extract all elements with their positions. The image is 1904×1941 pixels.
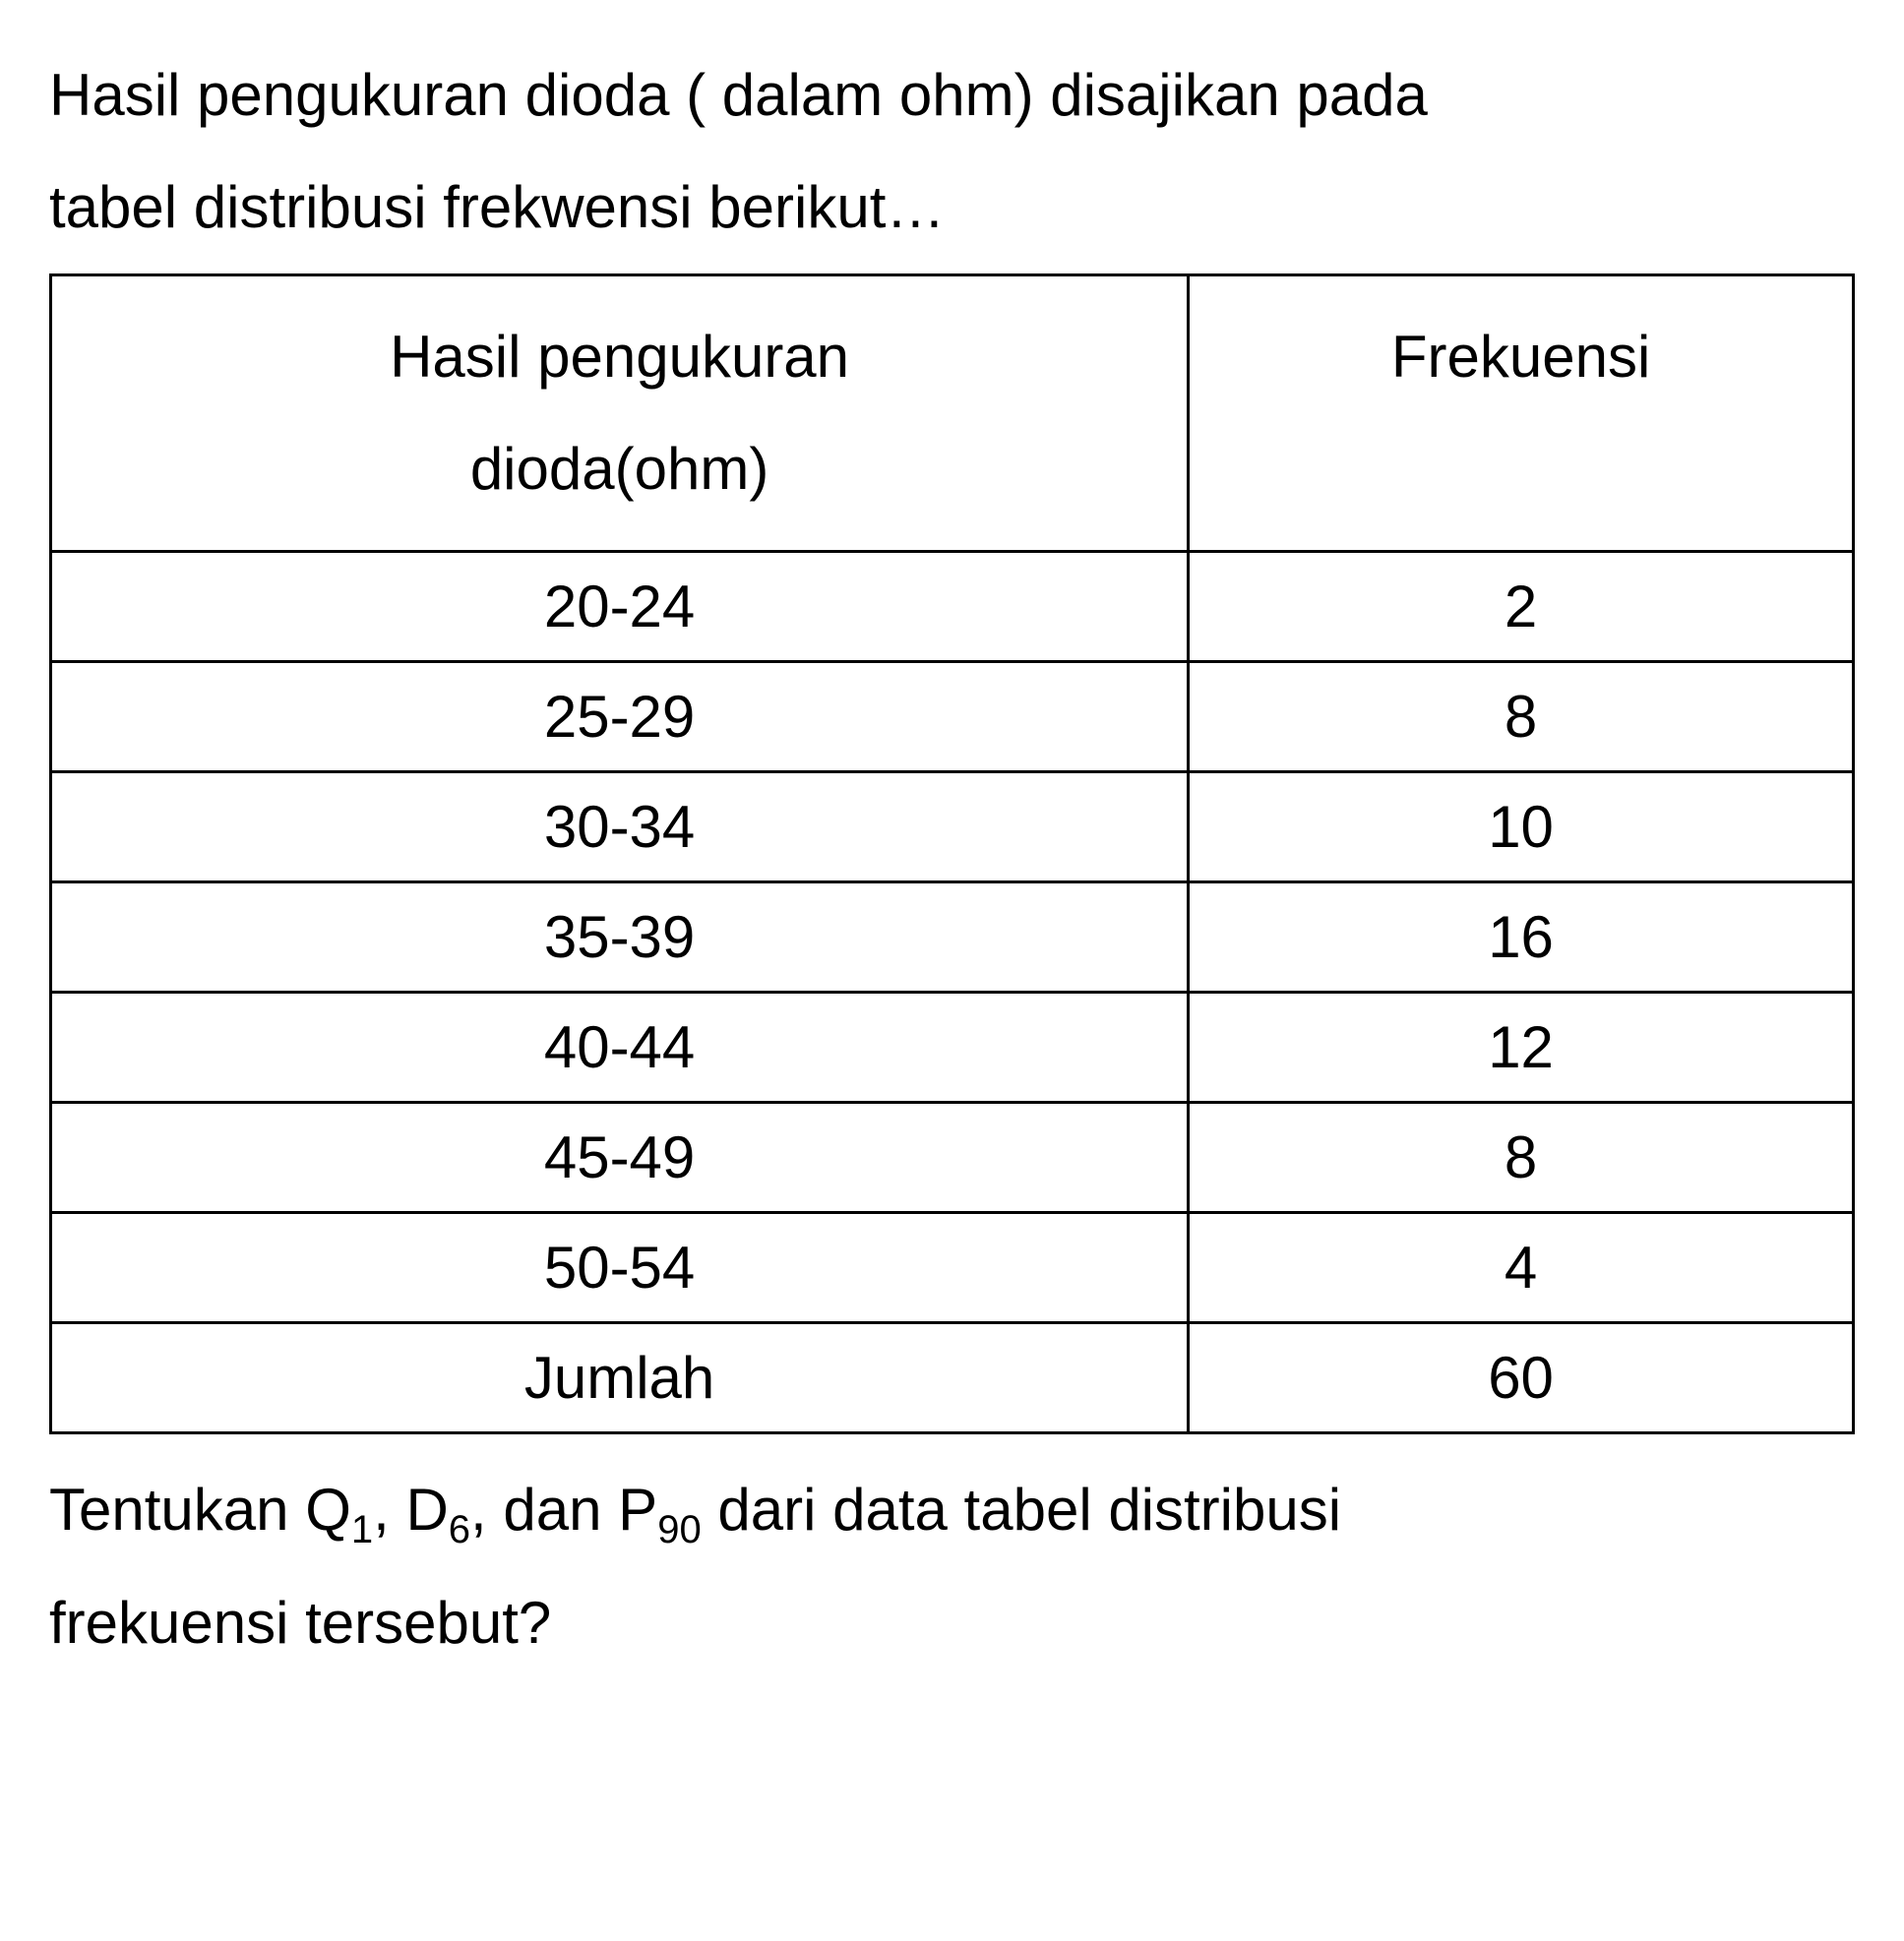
header-line-1: Hasil pengukuran bbox=[62, 301, 1177, 413]
d6-sub: 6 bbox=[449, 1508, 470, 1551]
cell-freq: 8 bbox=[1189, 662, 1854, 772]
header-measurement: Hasil pengukuran dioda(ohm) bbox=[51, 275, 1189, 552]
cell-range: 35-39 bbox=[51, 882, 1189, 993]
cell-freq: 12 bbox=[1189, 993, 1854, 1103]
cell-range: 30-34 bbox=[51, 772, 1189, 882]
cell-freq: 2 bbox=[1189, 552, 1854, 662]
intro-paragraph: Hasil pengukuran dioda ( dalam ohm) disa… bbox=[49, 39, 1855, 264]
table-row: 30-34 10 bbox=[51, 772, 1854, 882]
cell-freq: 8 bbox=[1189, 1103, 1854, 1213]
header-freq-text: Frekuensi bbox=[1199, 301, 1842, 413]
table-row: 40-44 12 bbox=[51, 993, 1854, 1103]
frequency-table: Hasil pengukuran dioda(ohm) Frekuensi 20… bbox=[49, 273, 1855, 1434]
intro-line-2: tabel distribusi frekwensi berikut… bbox=[49, 174, 945, 240]
cell-freq: 16 bbox=[1189, 882, 1854, 993]
cell-total-value: 60 bbox=[1189, 1323, 1854, 1433]
table-header-row: Hasil pengukuran dioda(ohm) Frekuensi bbox=[51, 275, 1854, 552]
question-prefix: Tentukan bbox=[49, 1477, 305, 1543]
table-total-row: Jumlah 60 bbox=[51, 1323, 1854, 1433]
cell-range: 25-29 bbox=[51, 662, 1189, 772]
question-suffix1: dari data tabel distribusi bbox=[702, 1477, 1341, 1543]
cell-range: 20-24 bbox=[51, 552, 1189, 662]
table-row: 50-54 4 bbox=[51, 1213, 1854, 1323]
question-paragraph: Tentukan Q1, D6, dan P90 dari data tabel… bbox=[49, 1454, 1855, 1679]
q1-sub: 1 bbox=[351, 1508, 373, 1551]
table-row: 35-39 16 bbox=[51, 882, 1854, 993]
sep1: , bbox=[373, 1477, 405, 1543]
header-frequency: Frekuensi bbox=[1189, 275, 1854, 552]
table-row: 20-24 2 bbox=[51, 552, 1854, 662]
d6-base: D bbox=[405, 1477, 448, 1543]
table-row: 25-29 8 bbox=[51, 662, 1854, 772]
header-line-2: dioda(ohm) bbox=[62, 413, 1177, 525]
intro-line-1: Hasil pengukuran dioda ( dalam ohm) disa… bbox=[49, 62, 1428, 128]
question-suffix2: frekuensi tersebut? bbox=[49, 1590, 551, 1656]
p90-base: P bbox=[618, 1477, 657, 1543]
cell-range: 40-44 bbox=[51, 993, 1189, 1103]
sep2: , dan bbox=[470, 1477, 618, 1543]
cell-freq: 10 bbox=[1189, 772, 1854, 882]
q1-base: Q bbox=[305, 1477, 351, 1543]
cell-freq: 4 bbox=[1189, 1213, 1854, 1323]
p90-sub: 90 bbox=[657, 1508, 702, 1551]
cell-range: 45-49 bbox=[51, 1103, 1189, 1213]
cell-total-label: Jumlah bbox=[51, 1323, 1189, 1433]
table-row: 45-49 8 bbox=[51, 1103, 1854, 1213]
cell-range: 50-54 bbox=[51, 1213, 1189, 1323]
